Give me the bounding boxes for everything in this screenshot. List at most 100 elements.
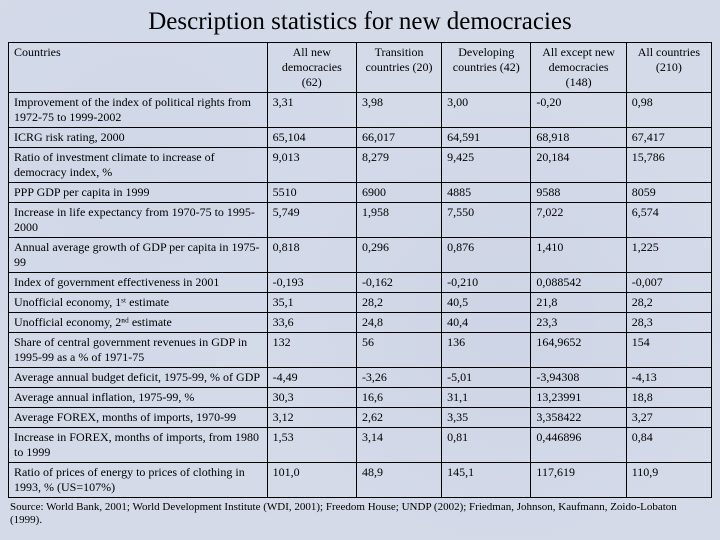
data-cell: -4,49 (267, 368, 356, 388)
page-title: Description statistics for new democraci… (0, 0, 720, 42)
data-cell: 110,9 (626, 463, 711, 498)
data-cell: 1,958 (356, 203, 441, 238)
data-cell: 5,749 (267, 203, 356, 238)
row-label: Unofficial economy, 1ˢᵗ estimate (9, 293, 268, 313)
data-cell: 0,818 (267, 238, 356, 273)
data-cell: 1,53 (267, 428, 356, 463)
row-label: Ratio of investment climate to increase … (9, 148, 268, 183)
data-cell: 164,9652 (531, 333, 626, 368)
data-cell: 28,3 (626, 313, 711, 333)
table-row: Annual average growth of GDP per capita … (9, 238, 712, 273)
data-cell: 18,8 (626, 388, 711, 408)
data-cell: 1,225 (626, 238, 711, 273)
column-header: All countries (210) (626, 43, 711, 93)
data-cell: 21,8 (531, 293, 626, 313)
data-cell: 3,358422 (531, 408, 626, 428)
data-cell: 66,017 (356, 128, 441, 148)
data-cell: 3,00 (442, 93, 531, 128)
data-cell: 16,6 (356, 388, 441, 408)
data-cell: 132 (267, 333, 356, 368)
data-cell: 9588 (531, 183, 626, 203)
data-cell: -0,193 (267, 273, 356, 293)
data-cell: 5510 (267, 183, 356, 203)
data-cell: 9,425 (442, 148, 531, 183)
table-row: Average annual inflation, 1975-99, %30,3… (9, 388, 712, 408)
data-cell: 64,591 (442, 128, 531, 148)
data-cell: 3,98 (356, 93, 441, 128)
data-cell: 136 (442, 333, 531, 368)
data-cell: 33,6 (267, 313, 356, 333)
source-note: Source: World Bank, 2001; World Developm… (0, 498, 720, 527)
data-cell: 67,417 (626, 128, 711, 148)
data-cell: 30,3 (267, 388, 356, 408)
data-cell: 101,0 (267, 463, 356, 498)
data-cell: 9,013 (267, 148, 356, 183)
data-cell: -5,01 (442, 368, 531, 388)
data-cell: 3,12 (267, 408, 356, 428)
column-header: Countries (9, 43, 268, 93)
table-row: Increase in life expectancy from 1970-75… (9, 203, 712, 238)
data-cell: 6900 (356, 183, 441, 203)
data-cell: 28,2 (626, 293, 711, 313)
data-cell: 0,446896 (531, 428, 626, 463)
table-row: Unofficial economy, 2ⁿᵈ estimate33,624,8… (9, 313, 712, 333)
column-header: Transition countries (20) (356, 43, 441, 93)
data-cell: 0,98 (626, 93, 711, 128)
data-cell: -0,20 (531, 93, 626, 128)
data-cell: 40,5 (442, 293, 531, 313)
data-cell: 145,1 (442, 463, 531, 498)
data-cell: 6,574 (626, 203, 711, 238)
data-cell: 8059 (626, 183, 711, 203)
row-label: Average annual inflation, 1975-99, % (9, 388, 268, 408)
row-label: ICRG risk rating, 2000 (9, 128, 268, 148)
data-cell: 28,2 (356, 293, 441, 313)
stats-table: CountriesAll new democracies (62)Transit… (8, 42, 712, 498)
row-label: Average FOREX, months of imports, 1970-9… (9, 408, 268, 428)
table-row: ICRG risk rating, 200065,10466,01764,591… (9, 128, 712, 148)
row-label: Average annual budget deficit, 1975-99, … (9, 368, 268, 388)
data-cell: 3,14 (356, 428, 441, 463)
data-cell: 3,27 (626, 408, 711, 428)
data-cell: 15,786 (626, 148, 711, 183)
row-label: Improvement of the index of political ri… (9, 93, 268, 128)
data-cell: 3,31 (267, 93, 356, 128)
data-cell: 31,1 (442, 388, 531, 408)
row-label: Annual average growth of GDP per capita … (9, 238, 268, 273)
table-row: Average annual budget deficit, 1975-99, … (9, 368, 712, 388)
data-cell: -0,007 (626, 273, 711, 293)
table-row: Ratio of investment climate to increase … (9, 148, 712, 183)
data-cell: -0,210 (442, 273, 531, 293)
data-cell: 3,35 (442, 408, 531, 428)
data-cell: 7,022 (531, 203, 626, 238)
table-container: CountriesAll new democracies (62)Transit… (0, 42, 720, 498)
row-label: Unofficial economy, 2ⁿᵈ estimate (9, 313, 268, 333)
column-header: All except new democracies (148) (531, 43, 626, 93)
data-cell: 0,84 (626, 428, 711, 463)
data-cell: -3,26 (356, 368, 441, 388)
table-body: Improvement of the index of political ri… (9, 93, 712, 498)
row-label: Increase in life expectancy from 1970-75… (9, 203, 268, 238)
data-cell: 35,1 (267, 293, 356, 313)
data-cell: 20,184 (531, 148, 626, 183)
data-cell: 8,279 (356, 148, 441, 183)
data-cell: 48,9 (356, 463, 441, 498)
data-cell: 24,8 (356, 313, 441, 333)
row-label: Index of government effectiveness in 200… (9, 273, 268, 293)
table-header-row: CountriesAll new democracies (62)Transit… (9, 43, 712, 93)
data-cell: 23,3 (531, 313, 626, 333)
data-cell: 13,23991 (531, 388, 626, 408)
data-cell: 56 (356, 333, 441, 368)
table-row: Index of government effectiveness in 200… (9, 273, 712, 293)
column-header: All new democracies (62) (267, 43, 356, 93)
data-cell: 2,62 (356, 408, 441, 428)
table-row: Ratio of prices of energy to prices of c… (9, 463, 712, 498)
row-label: PPP GDP per capita in 1999 (9, 183, 268, 203)
data-cell: 0,876 (442, 238, 531, 273)
data-cell: 0,81 (442, 428, 531, 463)
table-row: Improvement of the index of political ri… (9, 93, 712, 128)
data-cell: 0,088542 (531, 273, 626, 293)
table-head: CountriesAll new democracies (62)Transit… (9, 43, 712, 93)
data-cell: 117,619 (531, 463, 626, 498)
data-cell: 0,296 (356, 238, 441, 273)
table-row: Increase in FOREX, months of imports, fr… (9, 428, 712, 463)
